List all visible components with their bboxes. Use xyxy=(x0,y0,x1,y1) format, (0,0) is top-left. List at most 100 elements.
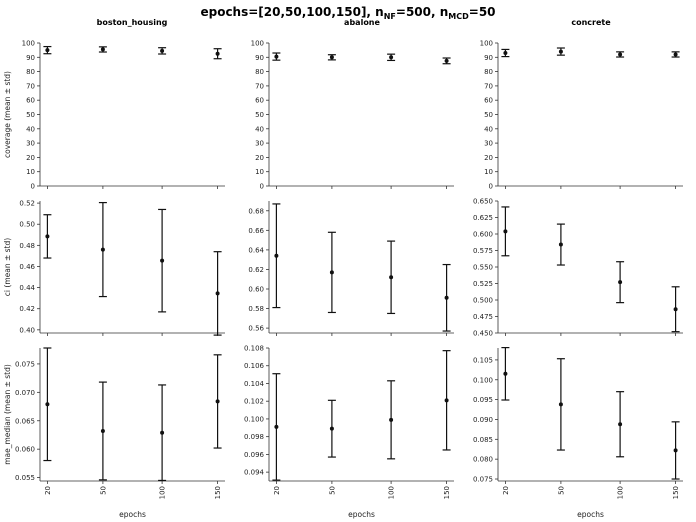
data-point xyxy=(389,417,394,422)
x-tick-label: 150 xyxy=(214,486,222,499)
y-tick-label: 20 xyxy=(484,154,493,162)
x-tick-label: 150 xyxy=(672,486,680,499)
y-tick-label: 60 xyxy=(484,97,493,105)
y-tick-label: 0.66 xyxy=(248,227,264,235)
figure-title: epochs=[20,50,100,150], nNF=500, nMCD=50 xyxy=(200,5,495,21)
y-tick-label: 0.42 xyxy=(19,305,35,313)
panel-boston_housing-ci: 0.40 0.42 0.44 0.46 0.48 0.50 0.52 ci (mean ± s… xyxy=(3,200,225,336)
data-point xyxy=(673,52,678,57)
data-point xyxy=(618,422,623,427)
y-tick-label: 10 xyxy=(484,168,493,176)
data-point xyxy=(100,47,105,52)
y-tick-label: 0.56 xyxy=(248,325,264,333)
data-point xyxy=(274,424,279,429)
y-tick-label: 40 xyxy=(484,125,493,133)
data-point xyxy=(618,280,623,285)
x-tick-label: 20 xyxy=(44,486,52,495)
y-tick-label: 30 xyxy=(255,140,264,148)
y-tick-label: 0.070 xyxy=(15,389,35,397)
panel-boston_housing-coverage: 0 10 20 30 40 50 60 70 80 90 100 coverage (mean ± s… xyxy=(3,40,225,191)
y-tick-label: 0.055 xyxy=(15,474,35,482)
y-tick-label: 0.094 xyxy=(244,469,265,477)
y-tick-label: 30 xyxy=(484,140,493,148)
y-tick-label: 0 xyxy=(260,183,264,191)
data-point xyxy=(160,430,165,435)
column-title-boston-housing: boston_housing xyxy=(97,18,168,27)
data-point xyxy=(558,242,563,247)
y-tick-label: 0.52 xyxy=(19,200,35,208)
x-tick-label: 50 xyxy=(99,486,107,495)
y-tick-label: 0.68 xyxy=(248,207,264,215)
y-tick-label: 0.575 xyxy=(473,247,493,255)
column-title-abalone: abalone xyxy=(344,18,380,27)
y-tick-label: 20 xyxy=(255,154,264,162)
x-axis-label: epochs xyxy=(577,510,604,519)
x-tick-label: 150 xyxy=(443,486,451,499)
data-point xyxy=(160,258,165,263)
y-tick-label: 0.100 xyxy=(244,415,264,423)
data-point xyxy=(444,295,449,300)
data-point xyxy=(558,402,563,407)
y-tick-label: 30 xyxy=(26,140,35,148)
y-tick-label: 0.44 xyxy=(19,284,35,292)
y-tick-label: 40 xyxy=(26,125,35,133)
data-point xyxy=(274,253,279,258)
y-tick-label: 90 xyxy=(484,54,493,62)
y-tick-label: 70 xyxy=(26,82,35,90)
data-point xyxy=(503,371,508,376)
panel-concrete-ci: 0.450 0.475 0.500 0.525 0.550 0.575 0.600 0.625… xyxy=(473,198,683,338)
x-axis-label: epochs xyxy=(119,510,146,519)
panel-boston_housing-mae_median: 0.055 0.060 0.065 0.070 0.075 20 50 100 150 mae_m… xyxy=(3,347,225,519)
y-tick-label: 80 xyxy=(484,68,493,76)
y-tick-label: 80 xyxy=(26,68,35,76)
y-tick-label: 0.106 xyxy=(244,362,265,370)
y-tick-label: 0.48 xyxy=(19,242,35,250)
y-tick-label: 0.50 xyxy=(19,221,35,229)
data-point xyxy=(100,428,105,433)
y-tick-label: 0 xyxy=(31,183,35,191)
y-tick-label: 0.060 xyxy=(15,446,35,454)
data-point xyxy=(215,291,220,296)
y-tick-label: 0.60 xyxy=(248,286,264,294)
x-tick-label: 100 xyxy=(159,486,167,499)
y-tick-label: 100 xyxy=(22,40,35,48)
panel-abalone-mae_median: 0.094 0.096 0.098 0.100 0.102 0.104 0.106 0.108… xyxy=(244,345,454,519)
data-point xyxy=(503,51,508,56)
data-point xyxy=(215,399,220,404)
y-tick-label: 0.095 xyxy=(473,396,493,404)
data-point xyxy=(673,307,678,312)
y-tick-label: 0.102 xyxy=(244,398,264,406)
y-axis-label: coverage (mean ± std) xyxy=(3,71,12,158)
y-tick-label: 0.46 xyxy=(19,263,35,271)
data-point xyxy=(215,51,220,56)
data-point xyxy=(100,247,105,252)
x-tick-label: 100 xyxy=(388,486,396,499)
x-tick-label: 20 xyxy=(502,486,510,495)
data-point xyxy=(558,49,563,54)
y-tick-label: 0.62 xyxy=(248,266,264,274)
y-tick-label: 0.525 xyxy=(473,280,493,288)
y-tick-label: 20 xyxy=(26,154,35,162)
y-tick-label: 0.096 xyxy=(244,451,265,459)
y-tick-label: 0.58 xyxy=(248,305,264,313)
y-tick-label: 0 xyxy=(489,183,493,191)
y-tick-label: 80 xyxy=(255,68,264,76)
panel-abalone-ci: 0.56 0.58 0.60 0.62 0.64 0.66 0.68 xyxy=(248,201,454,336)
y-tick-label: 90 xyxy=(255,54,264,62)
y-tick-label: 0.075 xyxy=(15,360,35,368)
y-tick-label: 0.098 xyxy=(244,433,264,441)
y-tick-label: 0.40 xyxy=(19,326,35,334)
y-tick-label: 0.075 xyxy=(473,476,493,484)
column-title-concrete: concrete xyxy=(571,18,611,27)
x-tick-label: 50 xyxy=(328,486,336,495)
y-tick-label: 10 xyxy=(26,168,35,176)
y-tick-label: 0.450 xyxy=(473,330,493,338)
y-axis-label: mae_median (mean ± std) xyxy=(3,364,12,465)
data-point xyxy=(45,48,50,53)
data-point xyxy=(329,270,334,275)
y-tick-label: 0.108 xyxy=(244,345,264,353)
data-point xyxy=(329,426,334,431)
y-tick-label: 0.650 xyxy=(473,198,493,206)
